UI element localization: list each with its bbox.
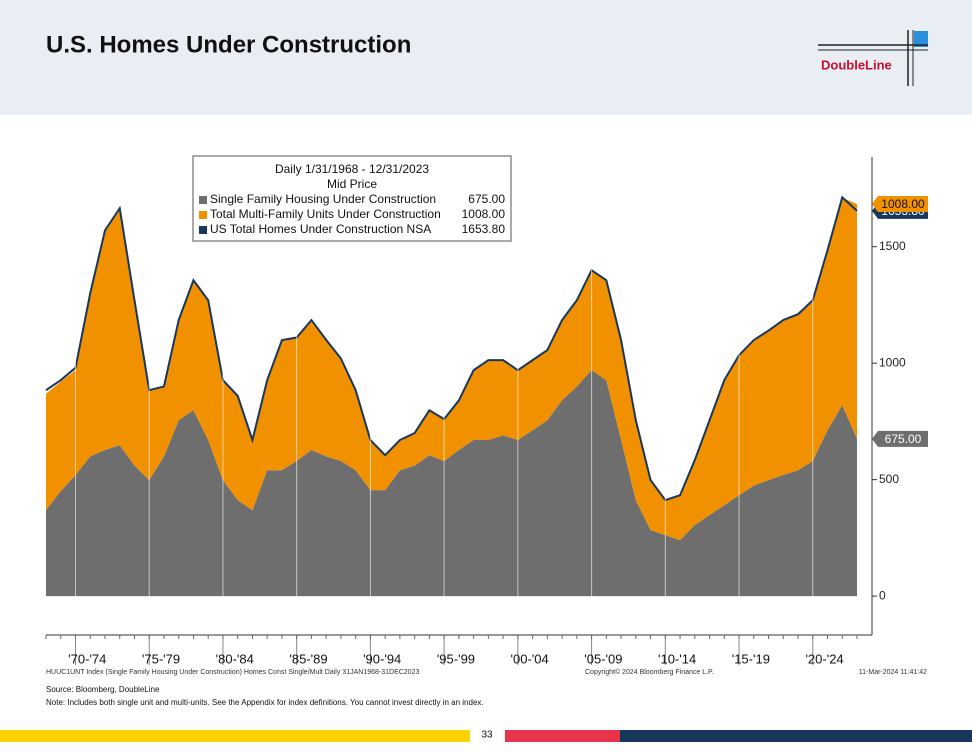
y-tick-label: 1000 [879,355,906,369]
logo-square [914,31,928,47]
y-tick-label: 500 [879,472,899,486]
legend-box [192,155,512,242]
legend-value: 1653.80 [462,222,506,236]
footer-bar [620,730,972,742]
source: Source: Bloomberg, DoubleLine [46,685,160,694]
x-tick-label: '90-'94 [363,651,401,666]
x-tick-label: '70-'74 [68,651,106,666]
line [45,195,858,502]
x-tick-label: '75-'79 [142,651,180,666]
legend-swatch [199,196,207,204]
end-label: 675.00 [885,432,922,446]
x-tick-label: '10-'14 [658,651,696,666]
copyright: Copyright© 2024 Bloomberg Finance L.P. [585,668,714,676]
x-tick-label: '15-'19 [732,651,770,666]
area [46,370,857,597]
x-tick-label: '80-'84 [216,651,254,666]
timestamp: 11-Mar-2024 11:41:42 [859,669,927,676]
footer-bar [505,730,620,742]
x-tick-label: '95-'99 [437,651,475,666]
y-tick-label: 1500 [879,239,906,253]
end-label: 1008.00 [881,197,925,211]
slide-title: U.S. Homes Under Construction [46,31,411,58]
legend-value: 1008.00 [462,207,506,221]
x-tick-label: '05-'09 [584,651,622,666]
legend-swatch [199,226,207,234]
logo-text: DoubleLine [821,57,892,72]
legend-title: Daily 1/31/1968 - 12/31/2023 [275,162,429,176]
legend-swatch [199,211,207,219]
legend-label: US Total Homes Under Construction NSA [210,222,431,236]
legend-value: 675.00 [468,192,505,206]
legend-subtitle: Mid Price [327,177,377,191]
end-label-box [872,430,928,447]
note: Note: Includes both single unit and mult… [46,698,484,707]
y-tick-label: 0 [879,588,886,602]
legend-label: Single Family Housing Under Construction [210,192,436,206]
header-band [0,0,972,115]
legend-label: Total Multi-Family Units Under Construct… [210,207,441,221]
x-tick-label: '20-'24 [805,651,843,666]
index-note: HUUC1UNT Index (Single Family Housing Un… [46,669,419,676]
end-label-box [872,196,928,213]
chart: 1653.80675.001008.00050010001500'70-'74'… [45,155,928,666]
footer-bar [0,730,470,742]
x-tick-label: '85-'89 [289,651,327,666]
x-tick-label: '00-'04 [511,651,549,666]
page-number: 33 [481,730,493,741]
logo: DoubleLine [818,30,928,86]
area [46,197,857,541]
